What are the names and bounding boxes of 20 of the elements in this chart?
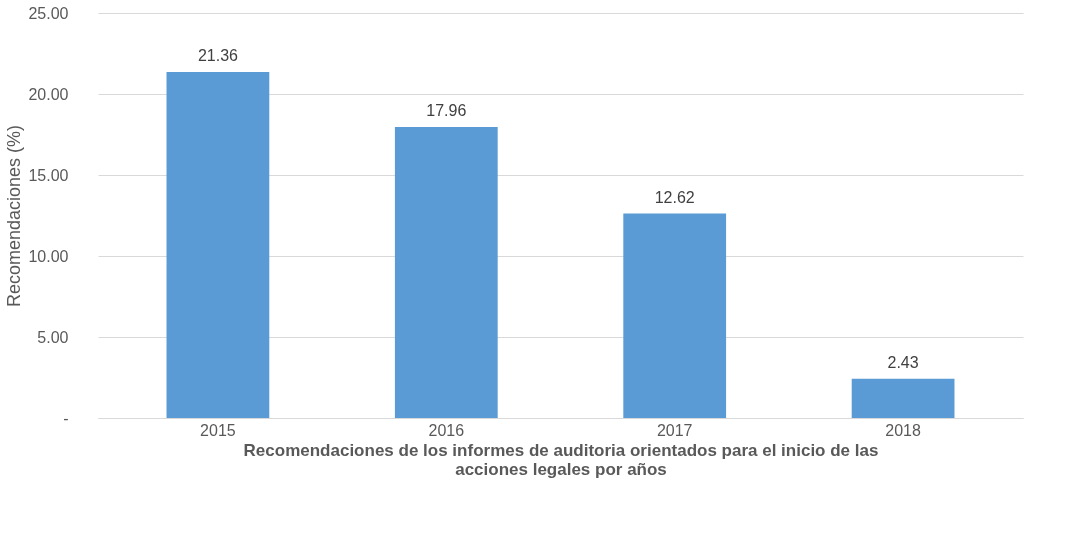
y-tick-label: 5.00 bbox=[37, 328, 69, 346]
data-label: 2.43 bbox=[887, 353, 919, 371]
y-tick-label: 15.00 bbox=[28, 166, 69, 184]
y-tick-label: - bbox=[63, 409, 69, 427]
bar bbox=[166, 71, 270, 418]
data-label: 17.96 bbox=[426, 102, 467, 120]
bar bbox=[851, 378, 955, 418]
x-tick-label: 2015 bbox=[200, 421, 236, 439]
y-axis-title: Recomendaciones (%) bbox=[4, 124, 25, 308]
x-axis-title: Recomendaciones de los informes de auditoria orientados para el inicio de las acciones legales por años bbox=[243, 440, 879, 479]
x-tick-label: 2016 bbox=[428, 421, 465, 439]
bar bbox=[394, 127, 498, 418]
data-label: 12.62 bbox=[654, 188, 695, 206]
bar bbox=[623, 213, 727, 418]
y-tick-label: 25.00 bbox=[28, 4, 69, 22]
data-label: 21.36 bbox=[197, 46, 239, 64]
x-tick-label: 2017 bbox=[656, 421, 693, 439]
y-tick-label: 20.00 bbox=[28, 85, 69, 103]
y-tick-label: 10.00 bbox=[28, 247, 69, 265]
x-tick-label: 2018 bbox=[885, 421, 921, 439]
